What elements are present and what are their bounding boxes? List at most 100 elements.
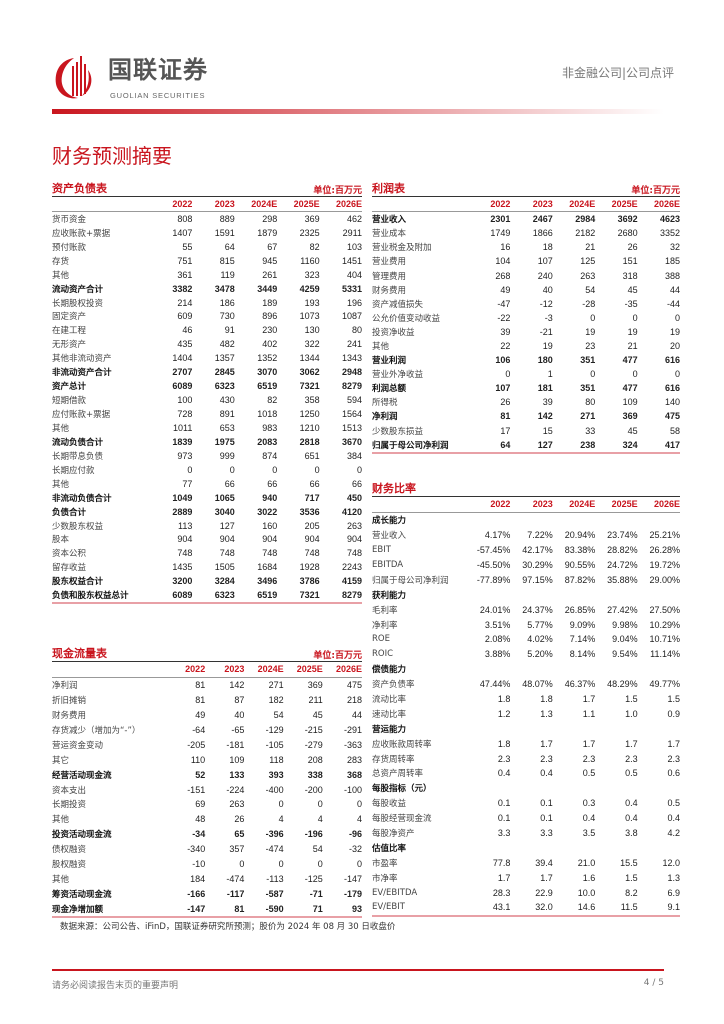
cell-value: 81 bbox=[195, 695, 206, 706]
cell-value: -340 bbox=[187, 844, 206, 855]
table-row: 营运能力 bbox=[372, 721, 680, 736]
cell-value: 0.1 bbox=[497, 798, 511, 809]
row-label: 长期带息负债 bbox=[52, 451, 104, 462]
cell-value: 1250 bbox=[299, 409, 320, 420]
cell-value: 19 bbox=[585, 326, 596, 337]
cell-value: 54 bbox=[312, 844, 323, 855]
cell-value: 40 bbox=[234, 710, 245, 721]
row-label: 应付账款+票据 bbox=[52, 410, 111, 421]
cell-value: 891 bbox=[219, 409, 235, 420]
cell-value: 1749 bbox=[490, 228, 511, 239]
cell-value: 1087 bbox=[342, 311, 363, 322]
table-row: 营业外净收益 0 1 0 0 0 bbox=[372, 367, 680, 381]
cell-value: 3692 bbox=[617, 214, 638, 225]
cell-value: 15.5 bbox=[620, 857, 638, 868]
year-header: 2023 bbox=[224, 664, 245, 675]
cell-value: 1.0 bbox=[625, 708, 638, 719]
cell-value: 49 bbox=[195, 710, 206, 721]
cell-value: 109 bbox=[622, 397, 638, 408]
year-header: 2023 bbox=[532, 499, 553, 510]
cell-value: 1.2 bbox=[497, 708, 511, 719]
row-label: 获利能力 bbox=[372, 590, 407, 601]
cell-value: 0.1 bbox=[497, 813, 511, 824]
table-row: 股权融资 -10 0 0 0 0 bbox=[52, 857, 362, 872]
cell-value: 33 bbox=[585, 425, 596, 436]
cell-value: 211 bbox=[308, 695, 323, 706]
table-row: 长期股权投资 214 186 189 193 196 bbox=[52, 296, 362, 310]
cell-value: 45 bbox=[312, 710, 323, 721]
cell-value: 39.4 bbox=[535, 857, 553, 868]
cell-value: -22 bbox=[497, 312, 511, 323]
cell-value: 3478 bbox=[214, 283, 235, 294]
row-label: 每股指标（元） bbox=[372, 784, 432, 795]
row-label: 现金净增加额 bbox=[52, 904, 104, 915]
cell-value: 1 bbox=[547, 369, 553, 380]
cell-value: 4 bbox=[278, 814, 284, 825]
cell-value: 324 bbox=[622, 439, 638, 450]
cell-value: 973 bbox=[177, 450, 193, 461]
cell-value: 66 bbox=[224, 478, 235, 489]
cell-value: 384 bbox=[347, 450, 363, 461]
cell-value: 0.4 bbox=[582, 813, 596, 824]
cell-value: 748 bbox=[347, 548, 363, 559]
table-end-line bbox=[52, 602, 362, 605]
cell-value: 7.14% bbox=[569, 634, 596, 645]
cell-value: 748 bbox=[219, 548, 235, 559]
table-title: 财务比率 bbox=[372, 482, 416, 495]
cell-value: 2.3 bbox=[625, 753, 638, 764]
page-number: 4 / 5 bbox=[643, 978, 664, 988]
table-row: 其他 48 26 4 4 4 bbox=[52, 812, 362, 827]
cell-value: 193 bbox=[304, 297, 320, 308]
row-label: 毛利率 bbox=[372, 605, 398, 616]
row-label: 股东权益合计 bbox=[52, 577, 104, 588]
cell-value: 28.82% bbox=[607, 545, 638, 556]
row-label: 存货减少（增加为“-”） bbox=[52, 726, 141, 736]
cell-value: 113 bbox=[178, 520, 193, 531]
cell-value: 322 bbox=[304, 339, 320, 350]
table-unit: 单位:百万元 bbox=[313, 186, 362, 196]
table-row: 营业税金及附加 16 18 21 26 32 bbox=[372, 240, 680, 254]
cell-value: 214 bbox=[177, 297, 193, 308]
cell-value: 22 bbox=[500, 340, 511, 351]
row-label: 存货周转率 bbox=[372, 754, 415, 765]
table-row: 每股指标（元） bbox=[372, 781, 680, 796]
row-label: 应收账款周转率 bbox=[372, 739, 432, 750]
cell-value: 0 bbox=[590, 369, 596, 380]
cell-value: 904 bbox=[177, 534, 193, 545]
row-label: 长期应付款 bbox=[52, 465, 95, 476]
cell-value: 475 bbox=[665, 411, 681, 422]
cell-value: 87.82% bbox=[564, 574, 596, 585]
row-label: 市净率 bbox=[372, 873, 398, 884]
cell-value: 4 bbox=[357, 814, 363, 825]
cell-value: 475 bbox=[346, 680, 363, 691]
brand-name-en: GUOLIAN SECURITIES bbox=[110, 91, 206, 100]
cell-value: -279 bbox=[304, 739, 323, 750]
table-row: 留存收益 1435 1505 1684 1928 2243 bbox=[52, 560, 362, 574]
table-row: 预付账款 55 64 67 82 103 bbox=[52, 240, 362, 254]
cell-value: 594 bbox=[347, 395, 363, 406]
table-row: 投资活动现金流 -34 65 -396 -196 -96 bbox=[52, 827, 362, 842]
cell-value: 5331 bbox=[342, 283, 363, 294]
row-label: 资产负债率 bbox=[372, 680, 415, 691]
year-header: 2026E bbox=[654, 199, 681, 210]
row-label: 净利润 bbox=[372, 412, 398, 423]
row-label: 非流动负债合计 bbox=[52, 493, 112, 504]
header-divider bbox=[52, 109, 664, 114]
cell-value: 184 bbox=[190, 873, 206, 884]
year-header-row: 2022 2023 2024E 2025E 2026E bbox=[52, 662, 362, 678]
table-end-line bbox=[52, 916, 362, 919]
cell-value: 904 bbox=[262, 534, 278, 545]
table-row: 货币资金 808 889 298 369 462 bbox=[52, 212, 362, 226]
table-row: EV/EBITDA 28.3 22.9 10.0 8.2 6.9 bbox=[372, 885, 680, 900]
cell-value: 3352 bbox=[660, 228, 681, 239]
cell-value: 23 bbox=[585, 340, 596, 351]
cell-value: 0.5 bbox=[667, 798, 681, 809]
row-label: 短期借款 bbox=[52, 396, 87, 407]
table-row: 其他 184 -474 -113 -125 -147 bbox=[52, 871, 362, 886]
cell-value: -113 bbox=[266, 873, 284, 884]
cell-value: 358 bbox=[304, 395, 320, 406]
cell-value: 67 bbox=[267, 241, 278, 252]
cell-value: 90.55% bbox=[564, 560, 596, 570]
cell-value: 1839 bbox=[172, 436, 193, 447]
row-label: EBIT bbox=[372, 545, 391, 556]
